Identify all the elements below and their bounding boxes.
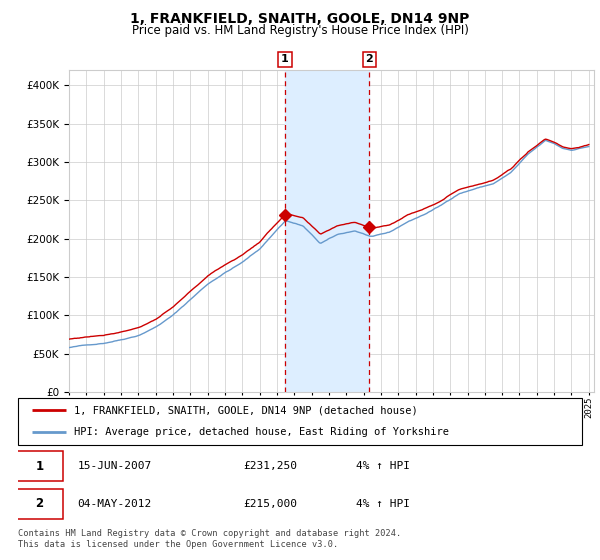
Text: 15-JUN-2007: 15-JUN-2007: [77, 461, 151, 471]
Text: 1, FRANKFIELD, SNAITH, GOOLE, DN14 9NP: 1, FRANKFIELD, SNAITH, GOOLE, DN14 9NP: [130, 12, 470, 26]
Text: 1: 1: [281, 54, 289, 64]
Text: 2: 2: [365, 54, 373, 64]
Text: Price paid vs. HM Land Registry's House Price Index (HPI): Price paid vs. HM Land Registry's House …: [131, 24, 469, 37]
Text: 4% ↑ HPI: 4% ↑ HPI: [356, 499, 410, 509]
FancyBboxPatch shape: [18, 398, 582, 445]
Text: HPI: Average price, detached house, East Riding of Yorkshire: HPI: Average price, detached house, East…: [74, 427, 449, 437]
Text: 1, FRANKFIELD, SNAITH, GOOLE, DN14 9NP (detached house): 1, FRANKFIELD, SNAITH, GOOLE, DN14 9NP (…: [74, 405, 418, 416]
Text: £231,250: £231,250: [244, 461, 298, 471]
FancyBboxPatch shape: [15, 451, 63, 481]
Text: 4% ↑ HPI: 4% ↑ HPI: [356, 461, 410, 471]
Text: 1: 1: [35, 460, 43, 473]
Text: 2: 2: [35, 497, 43, 511]
Bar: [285, 70, 370, 392]
Text: 04-MAY-2012: 04-MAY-2012: [77, 499, 151, 509]
Text: £215,000: £215,000: [244, 499, 298, 509]
FancyBboxPatch shape: [15, 489, 63, 519]
Text: Contains HM Land Registry data © Crown copyright and database right 2024.
This d: Contains HM Land Registry data © Crown c…: [18, 529, 401, 549]
